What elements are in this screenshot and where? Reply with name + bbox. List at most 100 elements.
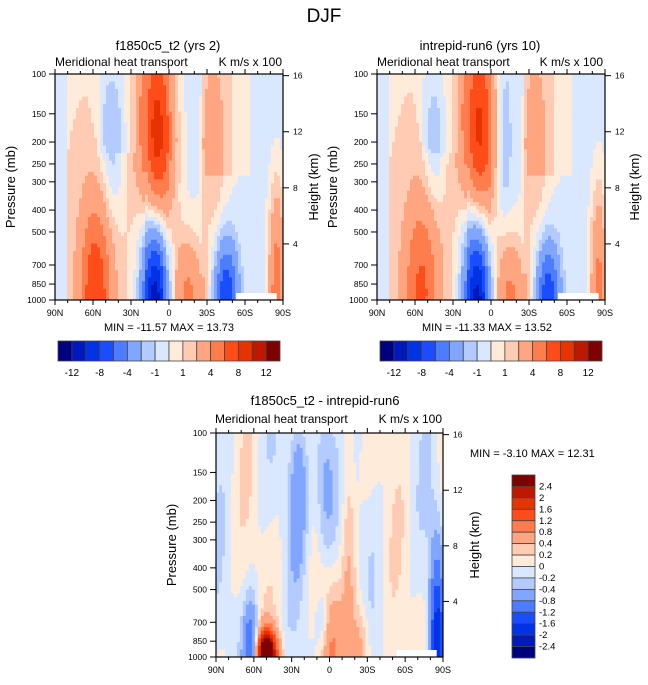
contour-cell <box>157 235 161 241</box>
contour-cell <box>79 232 83 237</box>
contour-cell <box>163 269 167 275</box>
contour-cell <box>274 107 278 113</box>
contour-cell <box>160 111 164 116</box>
contour-cell <box>187 168 191 173</box>
contour-cell <box>211 235 215 241</box>
contour-cell <box>100 273 104 278</box>
contour-cell <box>217 175 221 180</box>
contour-cell <box>214 81 218 86</box>
contour-cell <box>244 156 248 162</box>
contour-cell <box>262 194 266 199</box>
contour-cell <box>575 81 579 86</box>
contour-cell <box>160 171 164 177</box>
contour-cell <box>58 198 62 203</box>
contour-cell <box>133 190 137 195</box>
contour-cell <box>187 202 191 207</box>
contour-cell <box>55 202 59 207</box>
contour-cell <box>554 85 558 90</box>
contour-cell <box>533 77 537 82</box>
contour-cell <box>196 96 200 101</box>
contour-cell <box>247 122 251 128</box>
contour-cell <box>109 194 113 199</box>
contour-cell <box>235 104 239 109</box>
contour-cell <box>151 122 155 128</box>
contour-cell <box>196 77 200 82</box>
contour-cell <box>238 209 242 214</box>
contour-cell <box>70 119 74 124</box>
contour-cell <box>106 175 110 180</box>
contour-cell <box>178 224 182 229</box>
contour-cell <box>166 141 170 146</box>
contour-cell <box>497 85 501 90</box>
contour-cell <box>109 156 113 162</box>
contour-cell <box>58 258 62 263</box>
contour-cell <box>109 239 113 244</box>
contour-cell <box>73 262 77 267</box>
contour-cell <box>160 130 164 135</box>
contour-cell <box>259 119 263 124</box>
contour-cell <box>190 171 194 177</box>
contour-cell <box>241 145 245 150</box>
contour-cell <box>211 190 215 195</box>
contour-cell <box>187 224 191 229</box>
contour-cell <box>187 149 191 154</box>
contour-cell <box>94 168 98 173</box>
contour-cell <box>139 190 143 195</box>
contour-cell <box>262 220 266 226</box>
contour-cell <box>91 130 95 135</box>
contour-cell <box>73 232 77 237</box>
contour-cell <box>172 153 176 158</box>
contour-cell <box>259 107 263 113</box>
contour-cell <box>145 149 149 154</box>
contour-cell <box>157 92 161 97</box>
contour-cell <box>241 217 245 222</box>
contour-cell <box>118 258 122 263</box>
contour-cell <box>133 209 137 214</box>
contour-cell <box>118 164 122 169</box>
contour-cell <box>175 179 179 184</box>
contour-cell <box>142 258 146 263</box>
contour-cell <box>94 107 98 113</box>
contour-cell <box>569 77 573 82</box>
contour-cell <box>250 115 254 120</box>
contour-cell <box>58 134 62 139</box>
contour-cell <box>181 202 185 207</box>
contour-cell <box>169 149 173 154</box>
contour-cell <box>88 243 92 248</box>
contour-cell <box>106 205 110 210</box>
contour-cell <box>199 232 203 237</box>
contour-cell <box>130 258 134 263</box>
contour-cell <box>76 153 80 158</box>
contour-cell <box>241 81 245 86</box>
contour-cell <box>109 92 113 97</box>
contour-cell <box>208 258 212 263</box>
contour-cell <box>205 77 209 82</box>
contour-cell <box>178 115 182 120</box>
contour-cell <box>232 220 236 226</box>
contour-cell <box>79 107 83 113</box>
contour-cell <box>398 85 402 90</box>
contour-cell <box>241 141 245 146</box>
contour-cell <box>103 96 107 101</box>
contour-cell <box>130 111 134 116</box>
contour-cell <box>127 111 131 116</box>
contour-cell <box>124 269 128 275</box>
contour-cell <box>205 100 209 105</box>
contour-cell <box>79 228 83 233</box>
contour-cell <box>259 198 263 203</box>
contour-cell <box>202 122 206 128</box>
contour-cell <box>70 179 74 184</box>
contour-cell <box>115 220 119 226</box>
contour-cell <box>148 269 152 275</box>
contour-cell <box>112 269 116 275</box>
contour-cell <box>190 235 194 241</box>
contour-cell <box>130 292 134 297</box>
contour-cell <box>181 130 185 135</box>
contour-cell <box>247 266 251 271</box>
contour-cell <box>130 284 134 290</box>
contour-cell <box>130 239 134 244</box>
contour-cell <box>172 247 176 252</box>
contour-cell <box>211 266 215 271</box>
contour-cell <box>112 100 116 105</box>
contour-cell <box>109 220 113 226</box>
